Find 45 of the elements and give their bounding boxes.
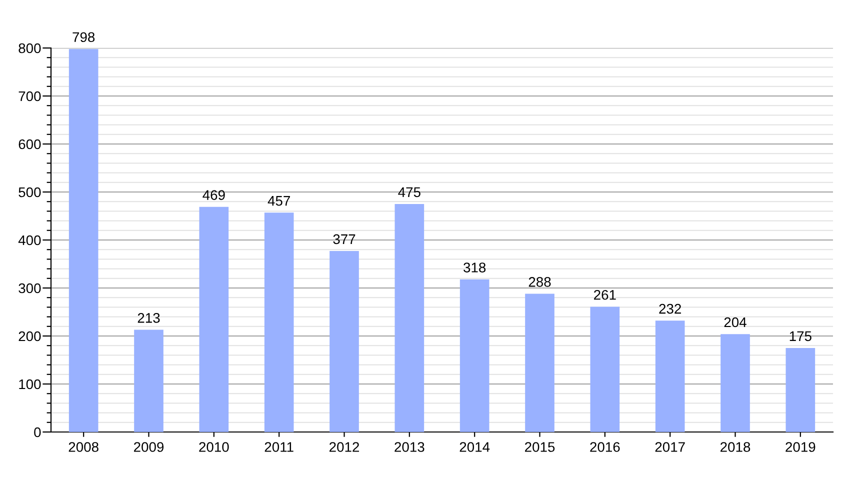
x-tick-label: 2018 bbox=[720, 442, 750, 452]
bar bbox=[394, 204, 424, 432]
x-tick-label: 2011 bbox=[264, 442, 294, 452]
bar bbox=[720, 334, 750, 432]
y-tick-label: 400 bbox=[18, 235, 41, 246]
x-tick-label: 2016 bbox=[590, 442, 620, 452]
x-tick-label: 2019 bbox=[786, 442, 816, 452]
data-label: 469 bbox=[202, 190, 225, 200]
data-label: 288 bbox=[528, 277, 551, 287]
x-tick-label: 2009 bbox=[134, 442, 164, 452]
x-tick-label: 2010 bbox=[199, 442, 229, 452]
bar bbox=[460, 279, 490, 432]
bar bbox=[264, 212, 294, 432]
y-tick-label: 300 bbox=[18, 283, 41, 294]
bar bbox=[786, 348, 816, 432]
data-label: 213 bbox=[138, 313, 160, 323]
y-tick-label: 200 bbox=[18, 331, 41, 342]
x-tick-label: 2012 bbox=[330, 442, 360, 452]
data-label: 204 bbox=[724, 317, 746, 328]
bar bbox=[199, 206, 229, 432]
bar bbox=[134, 330, 164, 432]
data-label: 175 bbox=[790, 331, 812, 342]
bar bbox=[68, 48, 98, 432]
x-tick-label: 2015 bbox=[525, 442, 555, 452]
data-label: 475 bbox=[398, 187, 420, 198]
y-tick-label: 0 bbox=[34, 427, 41, 438]
y-tick-label: 700 bbox=[18, 91, 41, 102]
y-tick-label: 500 bbox=[18, 187, 41, 198]
x-tick-label: 2017 bbox=[655, 442, 685, 452]
x-tick-label: 2008 bbox=[68, 442, 98, 452]
x-tick-label: 2013 bbox=[394, 442, 424, 452]
x-tick-label: 2014 bbox=[460, 442, 490, 452]
bar bbox=[655, 320, 685, 432]
data-label: 457 bbox=[268, 196, 290, 206]
y-tick-label: 600 bbox=[18, 139, 41, 150]
bar bbox=[525, 294, 554, 432]
y-tick-label: 100 bbox=[19, 379, 41, 390]
data-label: 261 bbox=[594, 290, 616, 300]
data-label: 377 bbox=[333, 234, 356, 244]
data-label: 318 bbox=[464, 262, 486, 272]
bar bbox=[330, 251, 359, 432]
data-label: 232 bbox=[659, 304, 681, 314]
y-tick-label: 800 bbox=[18, 43, 41, 54]
data-label: 798 bbox=[72, 32, 95, 42]
bar bbox=[590, 306, 620, 432]
